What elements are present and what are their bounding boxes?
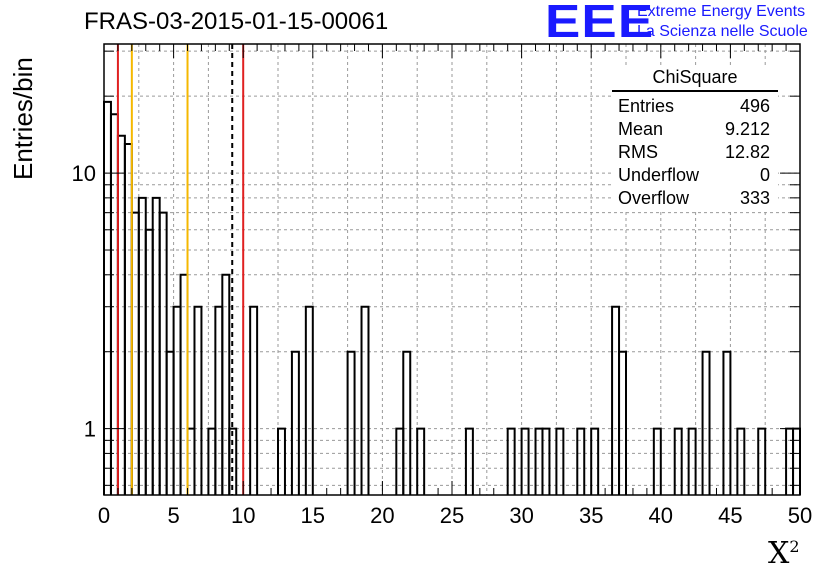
- eee-logo: EEE Extreme Energy Events La Scienza nel…: [545, 0, 835, 47]
- stats-label: Underflow: [618, 165, 700, 185]
- y-tick-label: 1: [84, 417, 96, 442]
- histogram-bin: [520, 427, 530, 495]
- x-tick-label: 50: [788, 503, 812, 528]
- histogram-bin: [736, 427, 746, 495]
- stats-label: Mean: [618, 119, 664, 139]
- x-tick-label: 15: [301, 503, 325, 528]
- logo-line-2: La Scienza nelle Scuole: [637, 23, 808, 40]
- stats-label: Entries: [618, 96, 675, 116]
- histogram-bin: [249, 305, 259, 495]
- histogram-bin: [290, 350, 300, 495]
- histogram-bin: [618, 350, 627, 495]
- logo-line-1: Extreme Energy Events: [637, 3, 806, 20]
- stats-label: RMS: [618, 142, 658, 162]
- stats-value: 496: [739, 96, 770, 116]
- x-axis-label-base: X: [768, 536, 790, 571]
- y-tick-label: 10: [72, 161, 96, 186]
- histogram-bin: [360, 305, 370, 495]
- stats-row-underflow: Underflow 0: [612, 164, 778, 187]
- eee-logo-mark: EEE: [545, 0, 655, 47]
- x-axis-label-sup: 2: [789, 537, 800, 556]
- stats-value: 0: [759, 165, 770, 185]
- histogram-bin: [464, 427, 474, 495]
- histogram-bin: [652, 427, 662, 495]
- x-tick-label: 30: [509, 503, 533, 528]
- histogram-bin: [673, 427, 683, 495]
- stats-row-mean: Mean 9.212: [612, 118, 778, 141]
- histogram-bin: [722, 350, 732, 495]
- stats-header: ChiSquare: [612, 66, 778, 92]
- x-tick-label: 45: [718, 503, 742, 528]
- stats-value: 333: [739, 188, 770, 208]
- y-axis-label: Entries/bin: [8, 57, 38, 180]
- histogram-bin: [228, 427, 238, 495]
- histogram-bin: [221, 273, 231, 495]
- histogram-bin: [304, 305, 314, 495]
- x-tick-label: 0: [98, 503, 110, 528]
- stats-row-rms: RMS 12.82: [612, 141, 778, 164]
- histogram-bin: [576, 427, 586, 495]
- histogram-bin: [687, 427, 697, 495]
- x-tick-label: 25: [440, 503, 464, 528]
- stats-box: ChiSquare Entries 496 Mean 9.212 RMS 12.82 …: [612, 66, 778, 210]
- histogram-bin: [757, 427, 767, 495]
- stats-value: 12.82: [724, 142, 770, 162]
- x-tick-label: 20: [370, 503, 394, 528]
- x-tick-label: 40: [649, 503, 673, 528]
- x-tick-label: 35: [579, 503, 603, 528]
- stats-label: Overflow: [618, 188, 690, 208]
- stats-row-overflow: Overflow 333: [612, 187, 778, 210]
- histogram-bin: [402, 350, 412, 495]
- histogram-bin: [506, 427, 516, 495]
- histogram-bin: [193, 305, 203, 495]
- histogram-bin: [277, 427, 286, 495]
- stats-value: 9.212: [724, 119, 770, 139]
- x-tick-label: 10: [231, 503, 255, 528]
- chart-title: FRAS-03-2015-01-15-00061: [84, 8, 389, 35]
- histogram-bin: [416, 427, 426, 495]
- histogram-bin: [346, 350, 356, 495]
- histogram-bin: [555, 427, 565, 495]
- x-axis-label: X2: [768, 536, 800, 571]
- histogram-bin: [590, 427, 600, 495]
- histogram-bin: [701, 350, 711, 495]
- histogram-bin: [541, 427, 551, 495]
- stats-row-entries: Entries 496: [612, 95, 778, 118]
- x-tick-label: 5: [167, 503, 179, 528]
